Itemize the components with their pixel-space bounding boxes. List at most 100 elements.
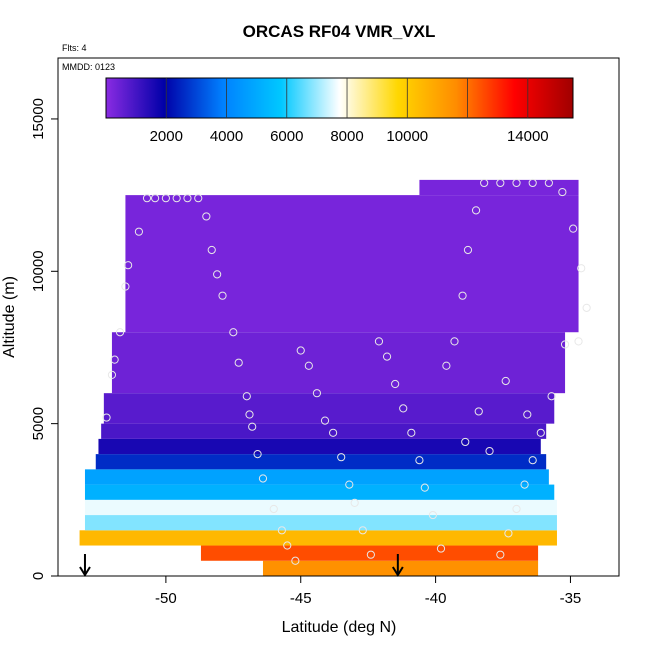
sample-point-33 [337, 453, 346, 462]
sample-point-31 [320, 416, 330, 425]
sample-point-24 [269, 504, 278, 514]
sample-point-67 [512, 504, 521, 514]
y-tick-label: 0 [30, 572, 47, 580]
band-2 [79, 530, 557, 546]
arrow-mid-icon [391, 554, 404, 577]
sample-point-43 [415, 456, 424, 465]
heatmap-bands [79, 179, 579, 576]
sample-point-38 [374, 337, 384, 346]
band-13 [419, 179, 579, 196]
sample-point-22 [253, 450, 262, 459]
sample-point-9 [161, 194, 170, 203]
sample-point-48 [450, 337, 459, 346]
sample-point-3 [115, 328, 125, 337]
sample-point-21 [248, 422, 257, 431]
sample-point-73 [523, 410, 532, 419]
colorbar: 2000 4000 6000 8000 10000 14000 [105, 77, 574, 145]
sample-point-63 [547, 392, 556, 401]
x-tick-label: -45 [290, 590, 312, 607]
sample-point-44 [420, 483, 429, 492]
sample-point-64 [536, 428, 545, 437]
arrow-start-icon [79, 554, 91, 577]
sample-point-13 [202, 212, 211, 221]
sample-point-28 [296, 346, 305, 355]
sample-point-39 [382, 352, 392, 361]
colorbar-tick-label: 8000 [330, 128, 363, 145]
x-tick-label: -35 [560, 590, 582, 607]
band-12 [125, 195, 579, 333]
sample-point-65 [528, 456, 537, 465]
sample-point-66 [520, 480, 529, 489]
band-0 [262, 560, 539, 576]
date-annotation: MMDD: 0123 [62, 62, 115, 72]
colorbar-tick-label: 2000 [150, 128, 183, 145]
y-axis-label: Altitude (m) [1, 276, 18, 358]
sample-point-35 [350, 498, 359, 507]
sample-point-57 [558, 187, 567, 197]
sample-point-55 [528, 178, 537, 188]
sample-point-1 [107, 370, 117, 379]
location-markers [79, 554, 404, 577]
sample-point-0 [102, 413, 111, 422]
band-6 [84, 469, 549, 485]
sample-point-49 [458, 291, 467, 300]
x-axis: -50 -45 -40 -35 [155, 576, 581, 607]
sample-point-41 [399, 404, 408, 413]
sample-point-19 [242, 392, 251, 401]
band-7 [95, 454, 547, 470]
sample-points [102, 178, 591, 565]
sample-point-68 [504, 529, 513, 538]
sample-point-45 [428, 510, 437, 520]
sample-point-61 [574, 337, 583, 346]
sample-point-52 [480, 178, 489, 188]
x-tick-label: -40 [425, 590, 447, 607]
sample-point-36 [358, 526, 367, 535]
sample-point-47 [442, 361, 451, 370]
sample-point-40 [391, 379, 400, 389]
band-4 [84, 499, 557, 516]
sample-point-37 [366, 550, 375, 559]
sample-point-2 [110, 355, 119, 364]
sample-point-15 [213, 270, 222, 279]
sample-point-12 [194, 194, 203, 203]
sample-point-11 [183, 194, 192, 203]
y-tick-label: 5000 [30, 407, 47, 440]
sample-point-25 [277, 526, 286, 535]
sample-point-42 [407, 428, 416, 437]
sample-point-4 [121, 282, 130, 291]
sample-point-62 [560, 340, 570, 349]
x-axis-label: Latitude (deg N) [282, 619, 397, 636]
y-tick-label: 15000 [30, 98, 47, 140]
sample-point-18 [234, 358, 243, 367]
y-axis: 0 5000 10000 15000 [30, 98, 58, 580]
sample-point-46 [436, 544, 446, 553]
colorbar-tick-label: 6000 [270, 128, 303, 145]
sample-point-56 [544, 178, 553, 188]
sample-point-20 [245, 410, 254, 419]
band-5 [84, 484, 555, 500]
sample-point-60 [582, 303, 591, 312]
sample-point-14 [207, 245, 216, 255]
band-9 [101, 423, 547, 439]
sample-point-30 [312, 389, 322, 398]
band-3 [84, 515, 557, 531]
flights-annotation: Flts: 4 [62, 43, 87, 53]
sample-point-16 [218, 291, 227, 300]
band-10 [103, 393, 555, 424]
sample-point-70 [485, 446, 494, 456]
sample-point-6 [134, 227, 144, 236]
sample-point-8 [150, 194, 160, 203]
colorbar-tick-label: 10000 [386, 128, 428, 145]
sample-point-17 [229, 328, 238, 337]
sample-point-69 [496, 550, 505, 559]
sample-point-27 [291, 556, 300, 565]
sample-point-50 [463, 245, 473, 255]
colorbar-tick-label: 14000 [507, 128, 549, 145]
y-tick-label: 10000 [30, 250, 47, 292]
sample-point-32 [329, 428, 338, 437]
sample-point-74 [501, 376, 510, 386]
sample-point-23 [258, 474, 268, 483]
x-tick-label: -50 [155, 590, 177, 607]
sample-point-10 [172, 194, 181, 203]
